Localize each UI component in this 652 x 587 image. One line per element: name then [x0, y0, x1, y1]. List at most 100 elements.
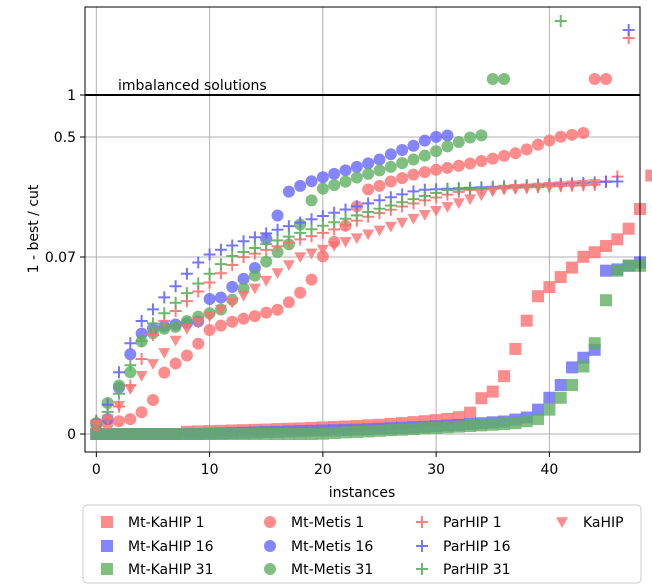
x-axis-ticks: 0 10 20 30 40 — [92, 452, 558, 478]
data-point — [566, 180, 579, 192]
legend-item: Mt-Metis 1 — [264, 515, 364, 531]
legend-label: ParHIP 16 — [443, 539, 511, 555]
data-point — [260, 238, 273, 251]
data-point — [135, 406, 148, 419]
data-point — [248, 428, 261, 440]
data-point — [373, 164, 386, 177]
data-point — [396, 217, 409, 229]
legend-item: Mt-KaHIP 1 — [101, 515, 205, 531]
data-point — [328, 240, 341, 252]
data-point — [282, 185, 295, 198]
legend-label: KaHIP — [583, 515, 624, 531]
data-point — [135, 370, 148, 382]
data-point — [588, 179, 601, 190]
series-kahip — [90, 179, 601, 431]
data-point — [192, 318, 205, 329]
data-point — [418, 209, 431, 221]
data-point — [124, 337, 137, 350]
data-point — [112, 387, 125, 400]
data-point — [577, 179, 590, 191]
data-point — [350, 425, 363, 438]
data-point — [600, 264, 613, 277]
annotation-imbalanced: imbalanced solutions — [118, 78, 267, 94]
data-point — [112, 379, 125, 392]
data-point — [271, 303, 284, 316]
data-point — [498, 418, 511, 431]
data-point — [407, 193, 420, 206]
data-point — [407, 168, 420, 181]
legend-marker — [556, 517, 568, 528]
data-point — [271, 234, 284, 247]
data-point — [90, 428, 103, 440]
data-point — [498, 149, 511, 162]
data-point — [316, 250, 329, 263]
data-point — [520, 415, 533, 428]
data-point — [418, 166, 431, 179]
data-point — [112, 366, 125, 379]
data-point — [566, 261, 579, 274]
data-point — [169, 335, 182, 347]
data-point — [169, 320, 182, 333]
data-point — [169, 280, 182, 293]
data-point — [509, 147, 522, 160]
data-point — [294, 179, 307, 192]
data-point — [486, 73, 499, 85]
data-point — [452, 159, 465, 172]
data-point — [475, 419, 488, 432]
legend-marker — [416, 563, 428, 575]
data-point — [430, 421, 443, 434]
data-point — [498, 73, 511, 85]
data-point — [124, 428, 137, 440]
data-point — [237, 428, 250, 440]
data-point — [475, 129, 488, 142]
data-point — [339, 426, 352, 439]
data-point — [180, 349, 193, 362]
data-point — [407, 153, 420, 166]
data-point — [464, 182, 477, 195]
data-point — [203, 428, 216, 440]
data-point — [532, 403, 545, 416]
data-point — [260, 255, 273, 268]
data-point — [282, 428, 295, 440]
data-point — [509, 417, 522, 430]
data-point — [441, 183, 454, 196]
data-point — [600, 73, 613, 85]
data-point — [305, 248, 318, 260]
data-point — [112, 400, 125, 412]
data-point — [418, 149, 431, 162]
data-point — [464, 420, 477, 432]
x-tick-label: 0 — [92, 462, 101, 478]
data-point — [214, 319, 227, 332]
data-point — [475, 190, 488, 202]
data-point — [180, 315, 193, 328]
data-point — [532, 290, 545, 303]
data-point — [532, 138, 545, 151]
data-point — [384, 148, 397, 161]
data-point — [282, 230, 295, 243]
data-point — [384, 175, 397, 188]
legend-item: KaHIP — [556, 515, 624, 531]
data-point — [430, 163, 443, 176]
data-point — [543, 134, 556, 147]
x-axis-label: instances — [329, 485, 396, 501]
data-point — [407, 139, 420, 152]
data-point — [532, 412, 545, 425]
data-point — [180, 324, 193, 335]
data-point — [260, 275, 273, 287]
data-point — [305, 194, 318, 207]
data-point — [146, 328, 159, 341]
data-point — [622, 24, 635, 36]
data-point — [237, 290, 250, 302]
data-point — [124, 384, 137, 395]
data-point — [384, 199, 397, 212]
data-point — [339, 212, 352, 225]
data-point — [214, 304, 227, 316]
x-tick-label: 30 — [427, 462, 445, 478]
data-point — [554, 15, 567, 27]
legend-marker — [264, 516, 276, 528]
data-point — [316, 171, 329, 184]
data-point — [418, 190, 431, 203]
data-point — [554, 391, 567, 404]
data-point — [384, 160, 397, 173]
